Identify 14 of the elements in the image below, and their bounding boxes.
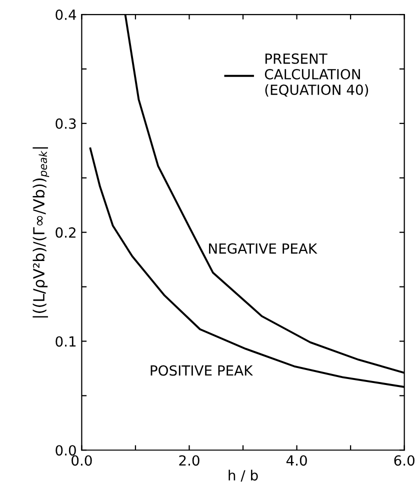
legend-label: PRESENT CALCULATION (EQUATION 40) [264,53,368,97]
annotation: NEGATIVE PEAK [209,243,318,254]
x-tick-label: 0.0 [72,455,92,466]
annotation: POSITIVE PEAK [150,365,253,376]
x-tick-label: 4.0 [286,455,307,466]
y-tick-label: 0.4 [56,9,76,20]
y-tick-label: 0.1 [56,336,76,347]
x-tick-label: 2.0 [179,455,200,466]
y-axis-title: |((L/ρV²b)/(Γ∞/Vb))$_{peak}$| [32,147,50,318]
y-tick-label: 0.2 [56,227,76,238]
y-tick-label: 0.0 [56,445,76,456]
x-axis-title: h / b [228,470,258,482]
x-tick-label: 6.0 [394,455,414,466]
y-tick-label: 0.3 [56,118,76,129]
